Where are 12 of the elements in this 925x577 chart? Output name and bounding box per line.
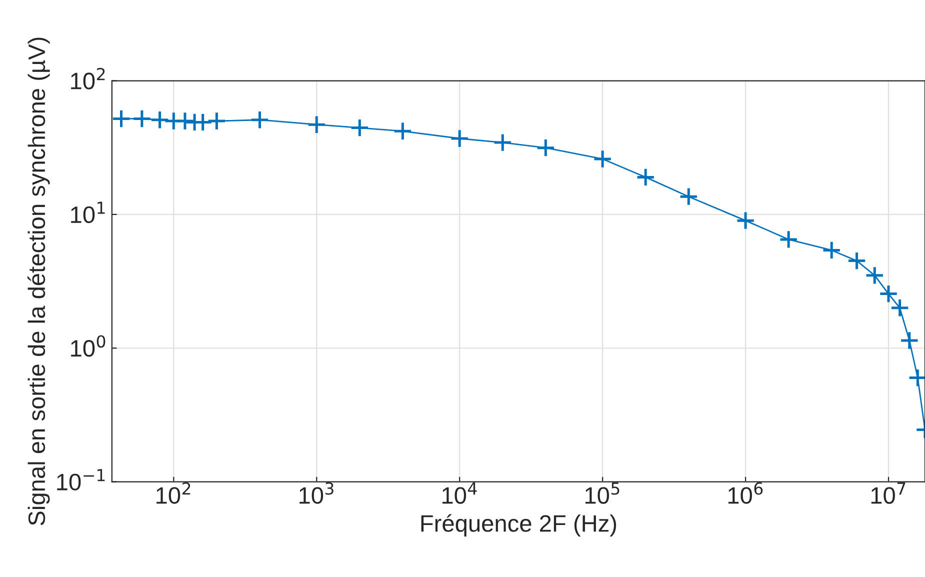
x-tick-label: 10$^{5}$ — [585, 482, 620, 504]
x-tick-label: 10$^{3}$ — [300, 482, 334, 504]
y-tick-label: 10$^{2}$ — [71, 68, 105, 90]
y-tick-label: 10$^{1}$ — [71, 202, 105, 224]
y-axis-title: Signal en sortie de la détection synchrone (µV) — [28, 38, 50, 526]
x-tick-label: 10$^{7}$ — [871, 482, 906, 504]
y-tick-label: 10$^{−1}$ — [57, 469, 105, 490]
x-tick-label: 10$^{2}$ — [156, 482, 190, 504]
x-tick-label: 10$^{4}$ — [442, 482, 477, 504]
x-axis-title: Fréquence 2F (Hz) — [421, 514, 616, 537]
x-tick-label: 10$^{6}$ — [728, 482, 763, 504]
y-tick-label: 10$^{0}$ — [71, 335, 106, 357]
